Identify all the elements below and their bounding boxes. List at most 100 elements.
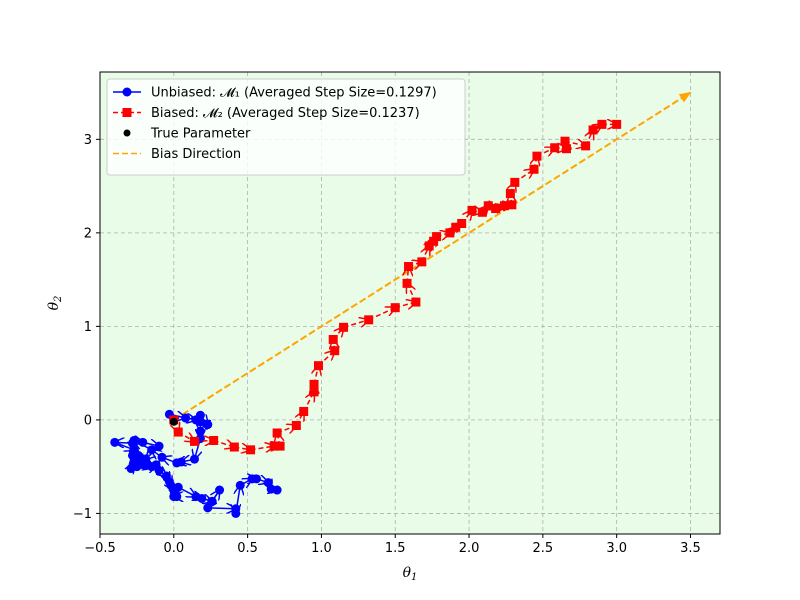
biased-point xyxy=(291,421,301,431)
biased-point xyxy=(229,442,239,452)
x-tick-label: 1.0 xyxy=(311,541,332,556)
unbiased-point xyxy=(138,437,148,447)
y-tick-label: 1 xyxy=(84,320,92,335)
unbiased-point xyxy=(215,485,225,495)
legend-label: Biased: 𝓜₂ (Averaged Step Size=0.1237) xyxy=(151,106,420,121)
x-axis-label: θ1 xyxy=(403,565,418,583)
biased-point xyxy=(328,334,338,344)
x-tick-label: 3.0 xyxy=(606,541,627,556)
series-layer xyxy=(110,91,692,518)
legend-marker xyxy=(122,108,132,117)
x-tick-label: 2.0 xyxy=(459,541,480,556)
x-tick-label: −0.5 xyxy=(84,541,116,556)
biased-point xyxy=(429,236,439,246)
biased-point xyxy=(269,441,279,451)
biased-point xyxy=(588,125,598,135)
biased-point xyxy=(597,119,607,129)
unbiased-point xyxy=(251,474,261,484)
biased-point xyxy=(581,141,591,151)
biased-point xyxy=(505,189,515,199)
y-tick-label: 0 xyxy=(84,413,92,428)
biased-point xyxy=(189,436,199,446)
y-tick-label: 3 xyxy=(84,133,92,148)
unbiased-point xyxy=(110,437,120,447)
biased-point xyxy=(612,119,622,129)
axis-ticks: −0.5 0.0 0.5 1.0 1.5 2.0 2.5 3.0 3.5 −1 0 1 2 3 xyxy=(73,133,701,556)
unbiased-point xyxy=(235,480,245,490)
biased-point xyxy=(209,435,219,445)
legend: Unbiased: 𝓜₁ (Averaged Step Size=0.1297)… xyxy=(106,78,466,176)
biased-point xyxy=(457,219,467,229)
biased-point xyxy=(467,205,477,215)
legend-marker xyxy=(123,129,131,137)
biased-point xyxy=(272,428,282,438)
biased-point xyxy=(445,228,455,238)
biased-point xyxy=(299,406,309,416)
biased-point xyxy=(246,445,256,455)
unbiased-point xyxy=(133,450,143,460)
unbiased-point xyxy=(207,496,217,506)
y-tick-label: 2 xyxy=(84,226,92,241)
biased-point xyxy=(424,241,434,251)
unbiased-point xyxy=(154,441,164,451)
legend-label: True Parameter xyxy=(150,127,251,142)
biased-point xyxy=(507,200,517,210)
biased-point xyxy=(491,204,501,214)
biased-point xyxy=(309,379,319,389)
biased-point xyxy=(330,346,340,356)
biased-point xyxy=(309,387,319,397)
biased-point xyxy=(275,441,285,451)
biased-point xyxy=(510,177,520,187)
unbiased-point xyxy=(169,492,179,502)
biased-series xyxy=(169,119,622,455)
y-tick-label: −1 xyxy=(73,507,92,522)
biased-point xyxy=(417,257,427,267)
unbiased-point xyxy=(195,426,205,436)
x-tick-label: 0.0 xyxy=(163,541,184,556)
biased-point xyxy=(561,144,571,154)
biased-point xyxy=(402,278,412,288)
biased-point xyxy=(477,207,487,217)
biased-point xyxy=(560,136,570,146)
biased-point xyxy=(313,361,323,371)
x-tick-label: 1.5 xyxy=(385,541,406,556)
biased-point xyxy=(532,151,542,161)
legend-box xyxy=(106,78,466,176)
true-parameter-point xyxy=(169,417,178,426)
unbiased-point xyxy=(173,482,183,492)
bias-direction-arrow xyxy=(173,91,692,421)
unbiased-series xyxy=(110,409,282,518)
unbiased-point xyxy=(272,485,282,495)
unbiased-point xyxy=(195,417,205,427)
unbiased-point xyxy=(154,465,164,475)
biased-point xyxy=(173,427,183,437)
biased-point xyxy=(364,315,374,325)
y-axis-label: θ2 xyxy=(46,296,64,311)
unbiased-point xyxy=(197,493,207,503)
biased-point xyxy=(529,164,539,174)
unbiased-point xyxy=(172,458,182,468)
biased-point xyxy=(411,297,421,307)
x-tick-label: 0.5 xyxy=(237,541,258,556)
unbiased-point xyxy=(195,410,205,420)
legend-label: Unbiased: 𝓜₁ (Averaged Step Size=0.1297) xyxy=(151,86,437,101)
unbiased-point xyxy=(157,452,167,462)
biased-point xyxy=(499,201,509,211)
unbiased-point xyxy=(231,508,241,518)
unbiased-point xyxy=(181,413,191,423)
legend-marker xyxy=(122,87,132,97)
biased-point xyxy=(451,222,461,232)
unbiased-point xyxy=(203,420,213,430)
biased-point xyxy=(550,143,560,153)
x-tick-label: 3.5 xyxy=(680,541,701,556)
x-tick-label: 2.5 xyxy=(533,541,554,556)
unbiased-point xyxy=(203,503,213,513)
unbiased-point xyxy=(189,454,199,464)
biased-point xyxy=(390,303,400,313)
biased-point xyxy=(339,322,349,332)
biased-point xyxy=(432,232,442,242)
biased-point xyxy=(483,201,493,211)
unbiased-point xyxy=(147,445,157,455)
biased-point xyxy=(404,262,414,272)
